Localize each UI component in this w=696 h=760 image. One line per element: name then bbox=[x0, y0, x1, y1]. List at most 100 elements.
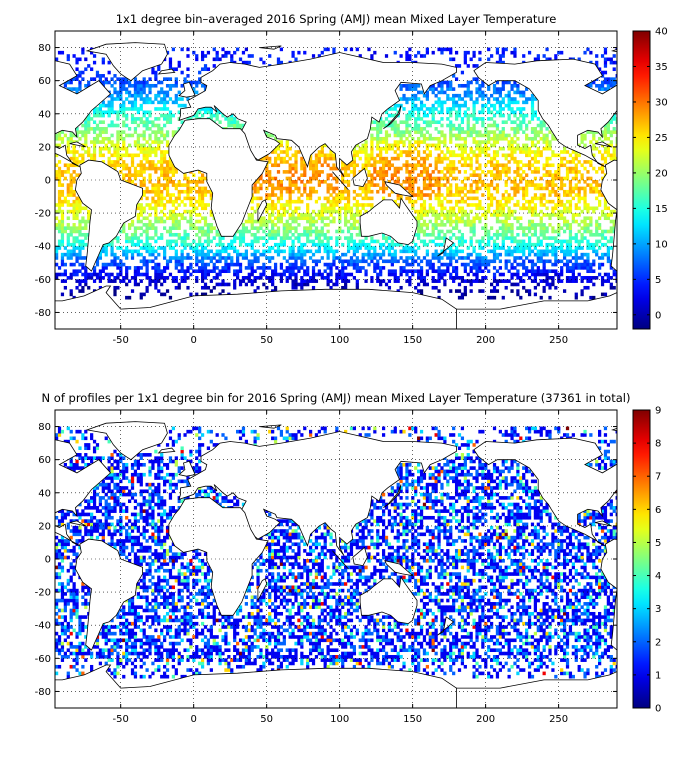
data-cell bbox=[341, 272, 345, 277]
data-cell bbox=[504, 120, 508, 125]
data-cell bbox=[154, 117, 158, 121]
data-cell bbox=[113, 123, 117, 128]
data-cell bbox=[536, 183, 540, 187]
data-cell bbox=[66, 80, 70, 85]
data-cell bbox=[507, 209, 511, 214]
data-cell bbox=[402, 269, 406, 274]
data-cell bbox=[282, 206, 286, 211]
data-cell bbox=[113, 80, 117, 85]
data-cell bbox=[253, 236, 257, 240]
data-cell bbox=[379, 166, 383, 171]
data-cell bbox=[449, 193, 453, 197]
data-cell bbox=[323, 156, 327, 161]
data-cell bbox=[326, 279, 330, 283]
data-cell bbox=[148, 252, 152, 257]
data-cell bbox=[224, 282, 228, 287]
data-cell bbox=[236, 276, 240, 280]
data-cell bbox=[165, 83, 170, 88]
data-cell bbox=[452, 170, 456, 174]
data-cell bbox=[504, 133, 508, 138]
data-cell bbox=[510, 186, 514, 191]
data-cell bbox=[95, 272, 100, 277]
data-cell bbox=[452, 74, 456, 78]
data-cell bbox=[69, 150, 73, 154]
data-cell bbox=[405, 269, 409, 274]
data-cell bbox=[78, 246, 82, 250]
data-cell bbox=[510, 266, 514, 270]
data-cell bbox=[370, 176, 374, 181]
data-cell bbox=[603, 272, 608, 277]
data-cell bbox=[560, 272, 564, 277]
data-cell bbox=[542, 120, 546, 125]
data-cell bbox=[516, 136, 520, 141]
data-cell bbox=[548, 146, 552, 151]
data-cell bbox=[271, 203, 275, 207]
data-cell bbox=[545, 133, 549, 138]
data-cell bbox=[183, 232, 187, 237]
data-cell bbox=[215, 252, 219, 257]
data-cell bbox=[519, 107, 523, 111]
data-cell bbox=[250, 239, 254, 244]
data-cell bbox=[490, 173, 494, 177]
data-cell bbox=[542, 140, 546, 144]
data-cell bbox=[387, 160, 392, 164]
data-cell bbox=[154, 276, 158, 280]
data-cell bbox=[481, 120, 485, 125]
data-cell bbox=[402, 143, 406, 148]
data-cell bbox=[449, 150, 453, 154]
data-cell bbox=[200, 226, 205, 230]
data-cell bbox=[440, 256, 444, 260]
data-cell bbox=[282, 229, 286, 234]
data-cell bbox=[460, 83, 465, 88]
data-cell bbox=[414, 83, 418, 88]
data-cell bbox=[142, 130, 146, 134]
data-cell bbox=[113, 256, 117, 260]
data-cell bbox=[341, 196, 345, 201]
data-cell bbox=[57, 143, 62, 148]
data-cell bbox=[352, 150, 357, 154]
data-cell bbox=[603, 156, 608, 161]
data-cell bbox=[346, 249, 351, 254]
data-cell bbox=[542, 259, 546, 264]
data-cell bbox=[300, 173, 304, 177]
data-cell bbox=[530, 209, 535, 214]
data-cell bbox=[195, 80, 199, 85]
data-cell bbox=[571, 262, 575, 267]
data-cell bbox=[457, 193, 462, 197]
data-cell bbox=[279, 262, 284, 267]
data-cell bbox=[151, 252, 155, 257]
data-cell bbox=[606, 150, 610, 154]
data-cell bbox=[615, 120, 617, 125]
data-cell bbox=[119, 103, 123, 108]
data-cell bbox=[273, 150, 278, 154]
data-cell bbox=[329, 266, 333, 270]
data-cell bbox=[308, 229, 313, 234]
data-cell bbox=[533, 252, 538, 257]
data-cell bbox=[574, 203, 578, 207]
data-cell bbox=[200, 173, 205, 177]
data-cell bbox=[294, 206, 298, 211]
data-cell bbox=[475, 269, 479, 274]
data-cell bbox=[165, 186, 170, 191]
data-cell bbox=[125, 117, 129, 121]
data-cell bbox=[492, 213, 497, 217]
data-cell bbox=[469, 252, 473, 257]
data-cell bbox=[110, 140, 114, 144]
data-cell bbox=[276, 153, 281, 158]
data-cell bbox=[250, 219, 254, 224]
data-cell bbox=[163, 93, 167, 98]
data-cell bbox=[218, 292, 222, 297]
data-cell bbox=[557, 232, 561, 237]
data-cell bbox=[341, 229, 345, 234]
data-cell bbox=[554, 249, 558, 254]
data-cell bbox=[300, 262, 304, 267]
data-cell bbox=[425, 130, 429, 134]
data-cell bbox=[236, 249, 240, 254]
data-cell bbox=[419, 213, 424, 217]
data-cell bbox=[373, 266, 377, 270]
data-cell bbox=[180, 276, 184, 280]
data-cell bbox=[157, 262, 161, 267]
data-cell bbox=[72, 239, 76, 244]
data-cell bbox=[592, 209, 596, 214]
data-cell bbox=[154, 166, 158, 171]
